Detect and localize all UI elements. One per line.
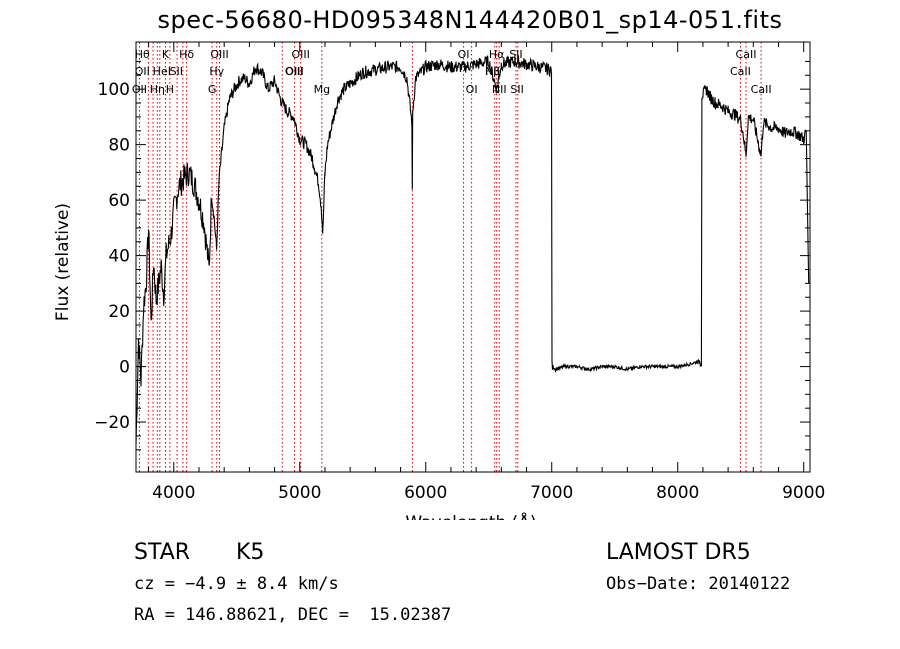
extra-line-label-8: SII [510, 83, 523, 96]
line-label-25: CaII [730, 65, 751, 78]
spectral-subclass: K5 [236, 540, 265, 565]
line-label-19: OI [466, 83, 478, 96]
x-axis: 4000 5000 6000 7000 8000 9000 [148, 42, 825, 503]
line-label-12: OIII [210, 48, 228, 61]
line-label-6: H [166, 83, 174, 96]
line-label-9: Hδ [179, 48, 194, 61]
y-axis: −20 0 20 40 60 80 100 [94, 60, 810, 451]
extra-line-label-4: SII [170, 65, 183, 78]
plot-frame [135, 41, 811, 473]
y-tick-label-100: 100 [98, 80, 130, 100]
spectrum-chart: 4000 5000 6000 7000 8000 9000 −20 0 20 40 60 80 100… [53, 41, 825, 520]
y-tick-label--20: −20 [94, 413, 130, 433]
line-label-23: SII [509, 48, 522, 61]
spectral-line-markers [138, 42, 762, 472]
object-type: STAR [134, 540, 191, 565]
observation-date: Obs−Date: 20140122 [606, 574, 791, 594]
line-label-14: OIII [285, 65, 303, 78]
x-tick-label-4000: 4000 [152, 483, 195, 503]
x-tick-label-5000: 5000 [278, 483, 321, 503]
coordinates: RA = 146.88621, DEC = 15.02387 [134, 605, 452, 625]
redshift-velocity: cz = −4.9 ± 8.4 km/s [134, 574, 339, 594]
chart-title: spec-56680-HD095348N144420B01_sp14-051.f… [157, 6, 783, 34]
x-tick-label-8000: 8000 [656, 483, 699, 503]
line-label-5: K [162, 48, 170, 61]
y-tick-label-60: 60 [108, 191, 130, 211]
y-tick-label-40: 40 [108, 247, 130, 267]
line-label-22: NII [492, 83, 507, 96]
line-label-0: OII [132, 83, 147, 96]
line-label-21: Hα [489, 48, 505, 61]
y-tick-label-80: 80 [108, 136, 130, 156]
line-label-27: CaII [751, 83, 772, 96]
spectral-line-labels: OIIKHHδGHγOIIIOIIIOIIIMgOIOIHαNIISIICaII… [132, 48, 772, 96]
line-label-26: CaII [736, 48, 757, 61]
line-label-11: Hγ [209, 65, 224, 78]
extra-line-label-2: Hη [150, 83, 165, 96]
extra-line-label-7: NII [485, 65, 500, 78]
extra-line-label-6: Hβ [485, 65, 500, 78]
x-tick-label-6000: 6000 [404, 483, 447, 503]
line-label-18: OI [458, 48, 470, 61]
y-axis-label: Flux (relative) [53, 203, 73, 321]
x-axis-label: Wavelength (Å) [405, 511, 536, 520]
y-tick-label-20: 20 [108, 302, 130, 322]
x-tick-label-9000: 9000 [782, 483, 825, 503]
extra-line-label-1: OII [135, 65, 150, 78]
flux-series-line [135, 54, 810, 445]
extra-line-label-0: Hθ [135, 48, 150, 61]
line-label-15: OIII [291, 48, 309, 61]
survey-name: LAMOST DR5 [606, 540, 751, 565]
y-tick-label-0: 0 [119, 358, 130, 378]
line-label-16: Mg [314, 83, 330, 96]
extra-line-label-5: OIII [285, 65, 303, 78]
x-tick-label-7000: 7000 [530, 483, 573, 503]
extra-line-label-3: HeI [153, 65, 171, 78]
line-label-10: G [208, 83, 217, 96]
